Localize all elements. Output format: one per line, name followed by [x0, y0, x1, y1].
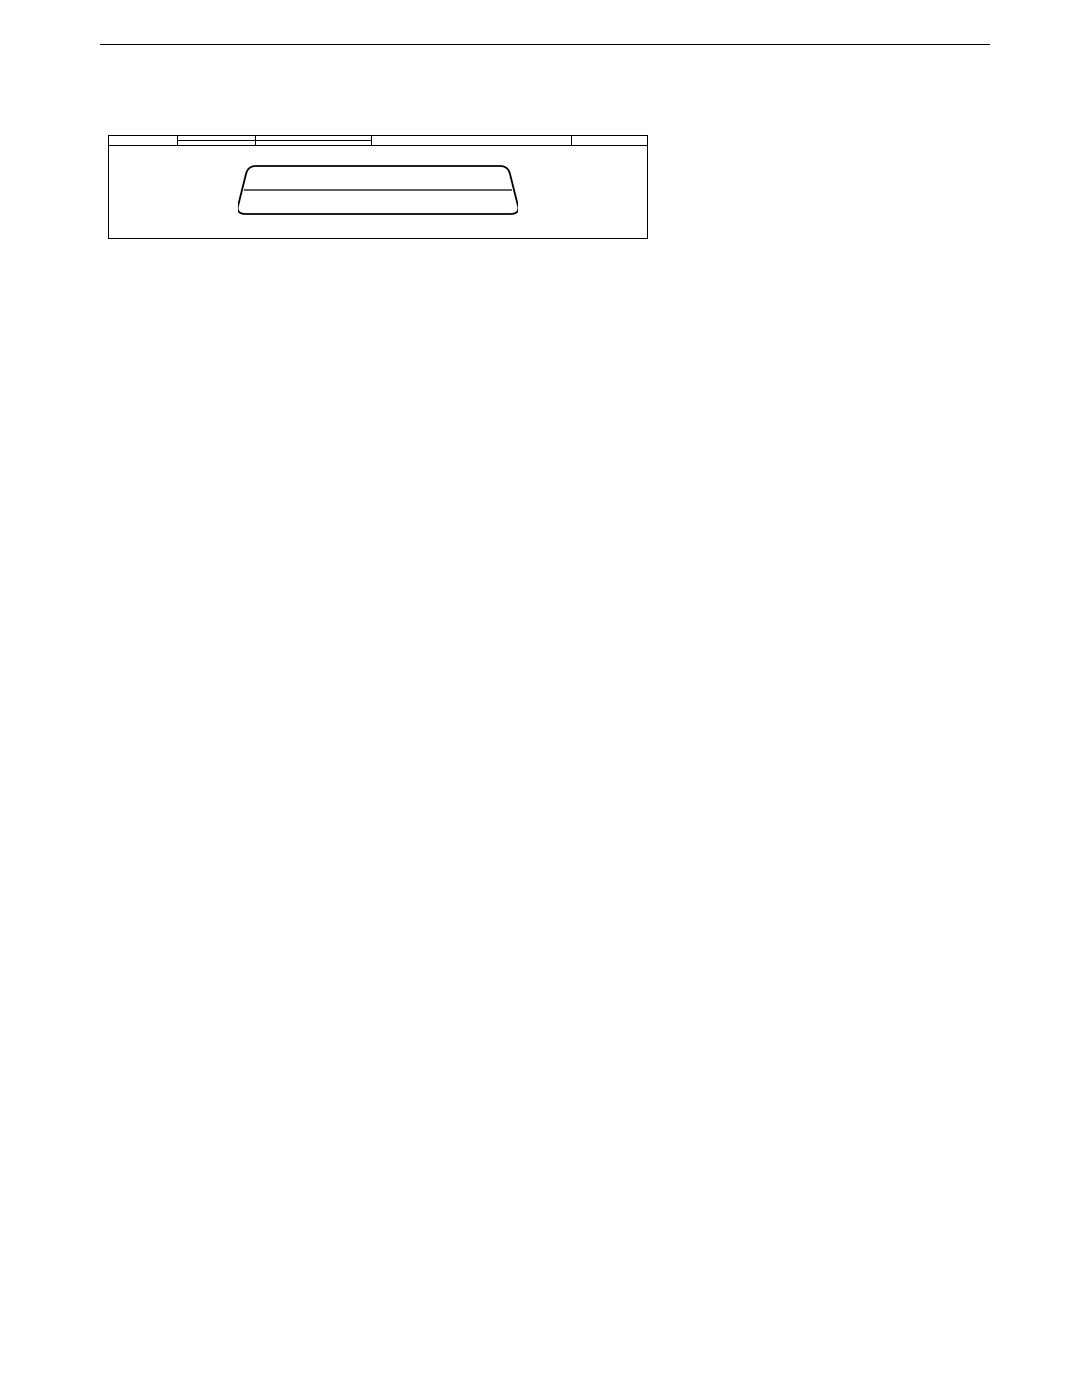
notes-label — [100, 259, 180, 260]
spec-block — [100, 85, 990, 109]
pin-table — [108, 135, 648, 239]
dsub-outline-icon — [238, 162, 518, 218]
page-header — [100, 40, 990, 45]
th-rs232c — [571, 136, 647, 146]
dsub-shell — [238, 162, 518, 218]
page — [0, 0, 1080, 820]
notes-body — [180, 259, 990, 260]
th-function — [371, 136, 571, 146]
connector-cell — [109, 146, 648, 239]
connector-row — [109, 146, 648, 239]
dsub-connector-diagram — [109, 162, 647, 218]
th-pin — [109, 136, 178, 146]
notes-block — [100, 259, 990, 260]
